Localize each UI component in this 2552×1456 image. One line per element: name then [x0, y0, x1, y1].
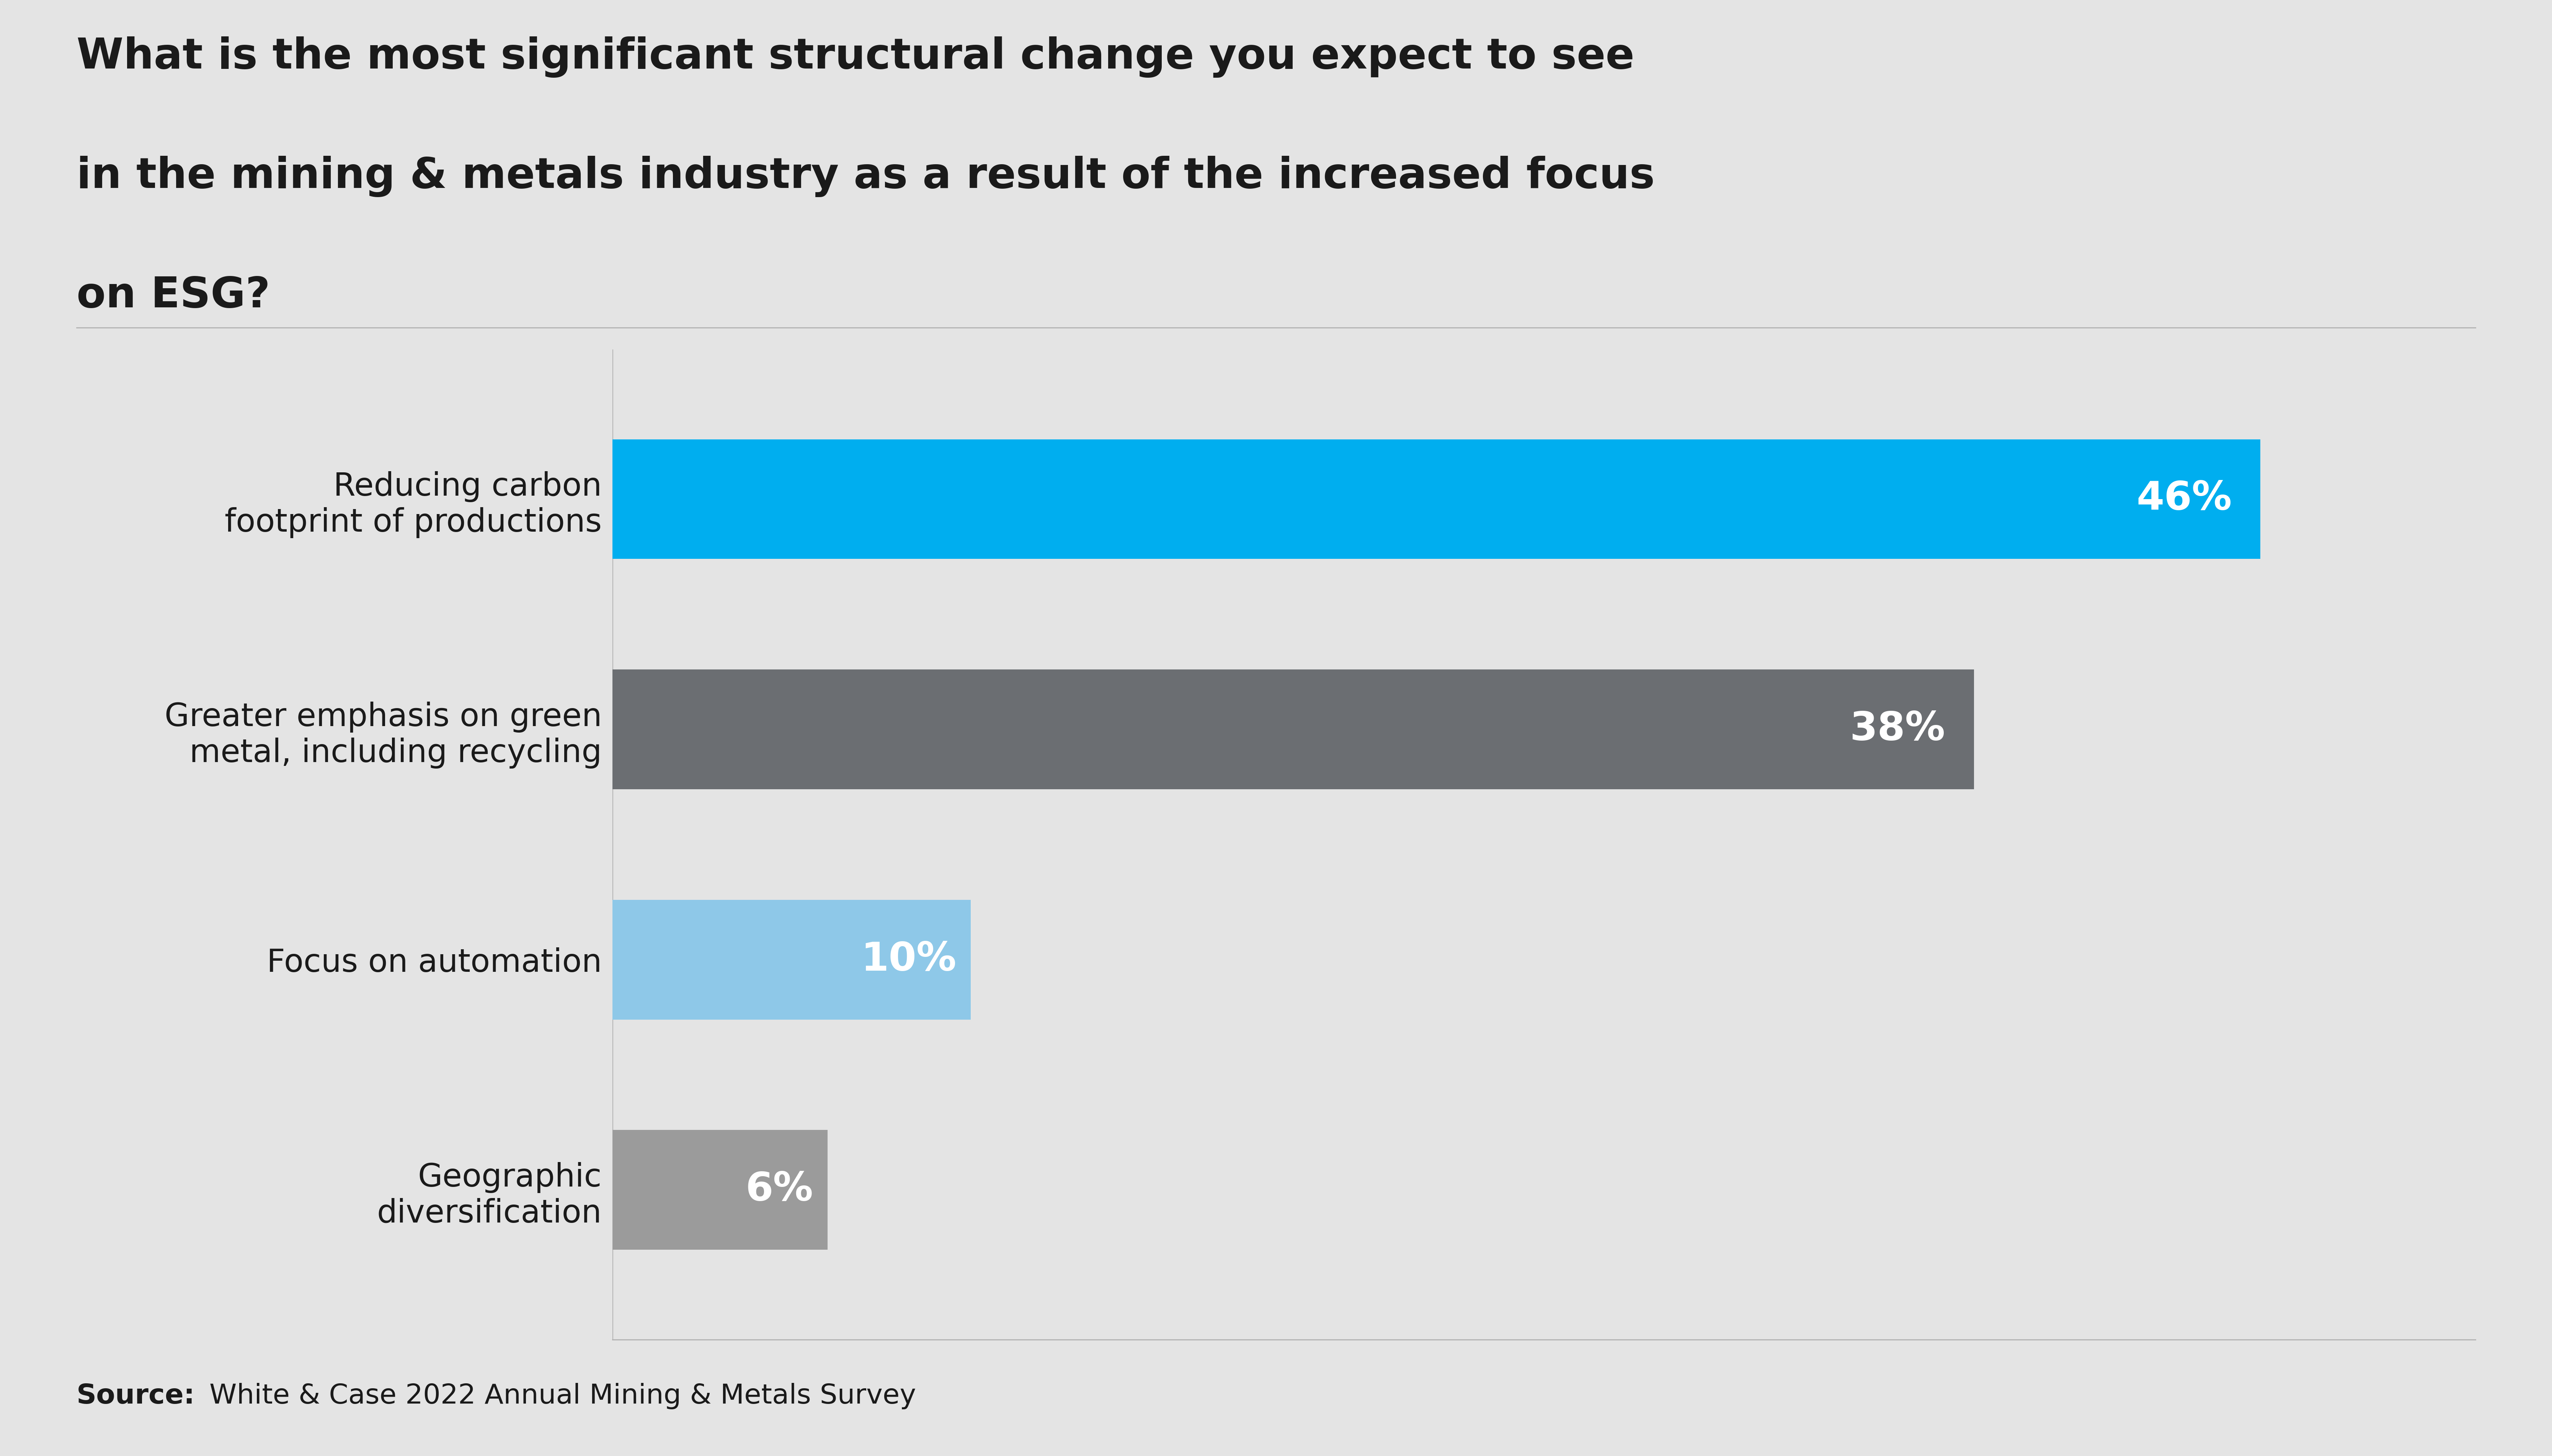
Text: What is the most significant structural change you expect to see: What is the most significant structural …	[77, 36, 1633, 77]
Bar	[612, 670, 1973, 789]
Text: in the mining & metals industry as a result of the increased focus: in the mining & metals industry as a res…	[77, 156, 1654, 197]
Text: on ESG?: on ESG?	[77, 275, 271, 316]
Bar	[612, 440, 2261, 559]
Text: 10%: 10%	[860, 941, 957, 978]
Bar	[612, 900, 970, 1019]
Text: 6%: 6%	[745, 1171, 814, 1208]
Text: White & Case 2022 Annual Mining & Metals Survey: White & Case 2022 Annual Mining & Metals…	[209, 1383, 916, 1409]
Text: 38%: 38%	[1850, 711, 1945, 748]
Text: 46%: 46%	[2136, 480, 2233, 518]
Bar	[612, 1130, 827, 1249]
Text: Source:: Source:	[77, 1383, 194, 1409]
